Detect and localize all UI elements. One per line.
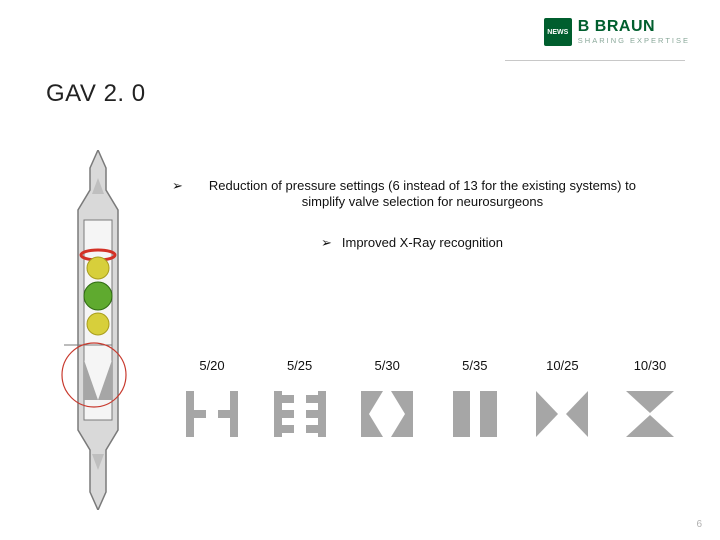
setting-item: 5/25: [264, 358, 336, 437]
bullet-item: ➢ Improved X-Ray recognition: [172, 235, 652, 251]
logo-badge: NEWS: [544, 18, 572, 46]
bullet-marker: ➢: [321, 235, 332, 251]
setting-label: 5/30: [375, 358, 400, 373]
brand-tagline: SHARING EXPERTISE: [578, 37, 690, 45]
valve-diagram: [58, 150, 138, 510]
brand-name: B BRAUN: [578, 19, 690, 35]
header-divider: [505, 60, 685, 61]
setting-item: 10/30: [614, 358, 686, 437]
settings-row: 5/20 5/25 5/30 5/35: [176, 358, 686, 437]
bullet-list: ➢ Reduction of pressure settings (6 inst…: [172, 178, 652, 269]
setting-label: 10/25: [546, 358, 579, 373]
setting-item: 5/30: [351, 358, 423, 437]
setting-glyph-5-20: [184, 391, 240, 437]
page-number: 6: [696, 519, 702, 530]
setting-label: 5/20: [199, 358, 224, 373]
bullet-marker: ➢: [172, 178, 183, 211]
brand-logo: NEWS B BRAUN SHARING EXPERTISE: [544, 18, 690, 46]
slide-title: GAV 2. 0: [46, 80, 146, 108]
setting-item: 5/35: [439, 358, 511, 437]
setting-item: 10/25: [526, 358, 598, 437]
setting-label: 5/35: [462, 358, 487, 373]
setting-glyph-5-35: [447, 391, 503, 437]
bullet-text: Reduction of pressure settings (6 instea…: [193, 178, 652, 211]
bullet-item: ➢ Reduction of pressure settings (6 inst…: [172, 178, 652, 211]
setting-label: 10/30: [634, 358, 667, 373]
setting-glyph-10-25: [534, 391, 590, 437]
logo-badge-text: NEWS: [547, 29, 568, 36]
setting-item: 5/20: [176, 358, 248, 437]
setting-glyph-10-30: [622, 391, 678, 437]
bullet-text: Improved X-Ray recognition: [342, 235, 503, 251]
setting-label: 5/25: [287, 358, 312, 373]
brand-text-block: B BRAUN SHARING EXPERTISE: [578, 19, 690, 45]
setting-glyph-5-25: [272, 391, 328, 437]
setting-glyph-5-30: [359, 391, 415, 437]
